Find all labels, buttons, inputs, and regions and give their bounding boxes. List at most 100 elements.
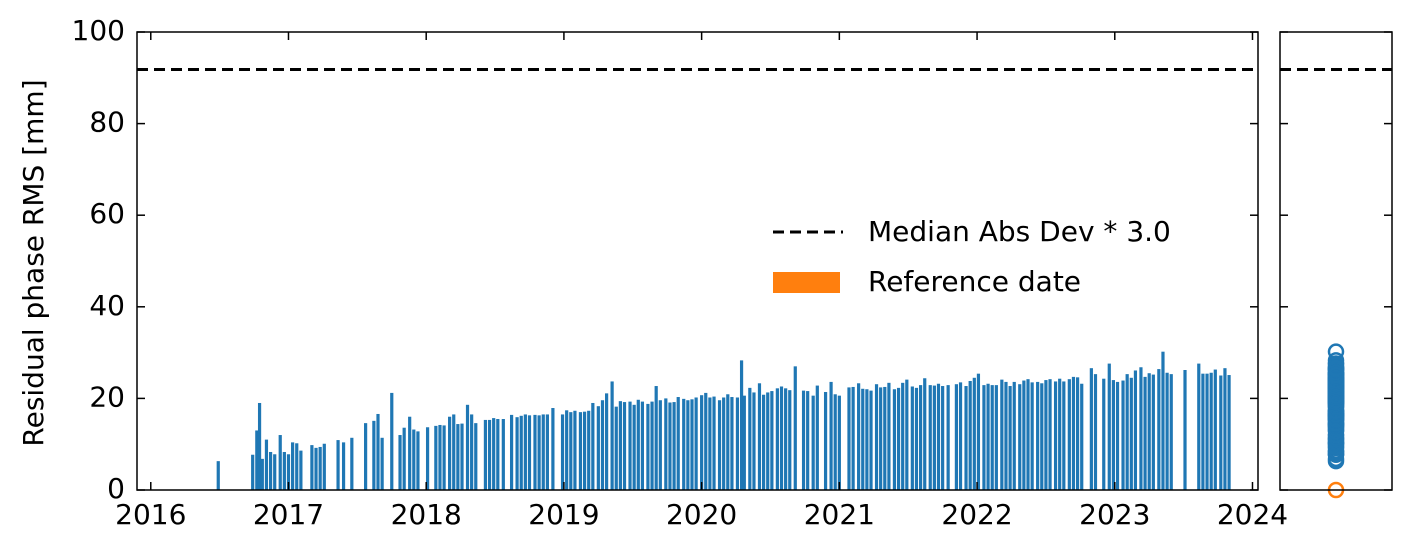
y-axis-title: Residual phase RMS [mm] <box>17 79 50 446</box>
bar <box>726 394 730 490</box>
bar <box>1089 368 1093 490</box>
bar <box>460 423 464 490</box>
bar <box>1161 351 1165 490</box>
bar <box>380 437 384 490</box>
bar <box>341 442 346 490</box>
bar <box>806 391 810 490</box>
bar <box>954 384 959 490</box>
bar <box>1093 374 1098 490</box>
y-tick-label: 100 <box>72 14 125 47</box>
bar <box>941 386 945 490</box>
bar <box>793 366 797 490</box>
bar <box>779 386 784 490</box>
bar <box>1183 370 1187 490</box>
bar <box>434 425 438 490</box>
margin-point <box>1327 355 1345 372</box>
bar <box>282 451 286 490</box>
bar <box>416 431 420 490</box>
x-tick-label: 2018 <box>391 498 462 531</box>
bar <box>273 454 277 490</box>
bar <box>492 418 496 490</box>
bar <box>712 396 716 490</box>
bar <box>364 423 368 490</box>
bar <box>636 399 640 490</box>
bar <box>964 386 968 490</box>
bar <box>551 408 555 490</box>
bar <box>1080 383 1084 490</box>
bar <box>829 381 833 490</box>
bar <box>523 414 527 490</box>
bar <box>614 406 618 490</box>
bar <box>582 411 587 490</box>
bar <box>700 395 704 490</box>
bar <box>264 439 269 490</box>
bar <box>896 387 901 490</box>
bar <box>1022 380 1026 490</box>
bar <box>569 412 573 490</box>
bar <box>717 400 722 490</box>
bar <box>251 454 255 490</box>
bar <box>1036 381 1040 490</box>
bar <box>591 402 595 490</box>
y-tick-label: 80 <box>89 106 125 139</box>
bar <box>1026 379 1030 490</box>
bar <box>376 413 380 490</box>
bar <box>1071 376 1076 490</box>
bar <box>910 386 914 490</box>
bar <box>474 423 478 490</box>
bar <box>295 443 299 490</box>
plot-frame <box>136 31 1259 491</box>
legend-label: Median Abs Dev * 3.0 <box>868 215 1171 248</box>
bar <box>932 385 936 490</box>
bar <box>1000 379 1004 490</box>
bar <box>775 388 779 490</box>
bar <box>278 435 282 490</box>
bar <box>730 397 734 490</box>
y-tick-label: 0 <box>107 472 125 505</box>
bar <box>216 461 220 490</box>
bar <box>527 415 532 490</box>
bar <box>372 420 376 490</box>
bar <box>465 404 470 490</box>
bar <box>587 410 591 490</box>
bar <box>610 381 614 490</box>
bar <box>752 392 756 490</box>
bar <box>286 454 291 490</box>
legend-swatch <box>773 272 840 293</box>
bar <box>708 397 712 490</box>
bar <box>1125 374 1129 490</box>
bar <box>537 415 541 490</box>
bar <box>496 419 500 490</box>
margin-point <box>1327 359 1345 377</box>
bar <box>874 384 879 490</box>
bar <box>1205 373 1209 490</box>
bar <box>1044 380 1048 490</box>
bar <box>815 385 819 490</box>
x-tick-label: 2020 <box>666 498 737 531</box>
bar <box>811 395 815 490</box>
bar <box>322 443 326 490</box>
bar <box>958 382 963 490</box>
bar <box>1139 367 1143 490</box>
bar <box>515 417 519 490</box>
x-tick-label: 2023 <box>1079 498 1150 531</box>
bar <box>994 385 998 490</box>
bar <box>865 389 869 490</box>
bar <box>1219 375 1223 490</box>
margin-frame <box>1279 31 1393 491</box>
x-tick-label: 2019 <box>528 498 599 531</box>
bar <box>618 401 622 490</box>
bar <box>1223 368 1227 490</box>
bar <box>936 383 941 490</box>
bar <box>682 398 686 490</box>
x-tick-label: 2016 <box>115 498 186 531</box>
bar <box>501 419 505 490</box>
bar <box>605 393 609 490</box>
bar <box>622 402 627 490</box>
bar <box>1102 378 1106 490</box>
bar <box>923 378 927 490</box>
bar <box>694 397 698 490</box>
bar <box>990 385 994 490</box>
bar <box>318 446 322 490</box>
